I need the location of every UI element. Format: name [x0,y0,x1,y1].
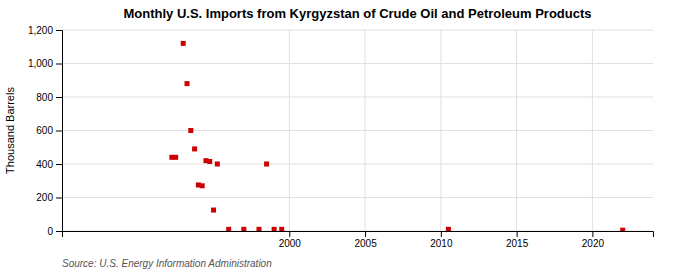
x-tick: 2020 [582,231,605,249]
y-axis: 0 200 400 600 800 1,000 1,200 [28,25,63,237]
point [446,227,451,231]
y-tick-label: 200 [36,192,53,203]
point [181,41,186,46]
point [257,227,262,231]
source-note: Source: U.S. Energy Information Administ… [62,258,272,269]
y-tick: 0 [47,226,62,237]
points [169,41,625,231]
grid-line-y [62,197,653,198]
x-tick: 2000 [279,231,302,249]
x-tick-mark [592,231,593,237]
grid-line-x [289,30,290,231]
grid [62,30,653,231]
point [620,228,625,231]
y-tick-label: 800 [36,92,53,103]
x-tick-label: 2000 [279,238,302,249]
grid-line-x [592,30,593,231]
grid-line-x [440,30,441,231]
y-tick-mark [56,198,62,199]
point [226,227,231,231]
y-tick-label: 0 [47,226,53,237]
x-tick-label: 2020 [582,238,605,249]
y-tick-label: 400 [36,159,53,170]
grid-line-y [62,97,653,98]
grid-line-x [516,30,517,231]
x-tick: 2010 [430,231,453,249]
point [241,227,246,231]
y-tick-label: 1,200 [28,25,53,36]
point [272,227,277,231]
grid-line-x [365,30,366,231]
y-tick-mark [56,30,62,31]
grid-line-y [62,130,653,131]
y-tick-mark [56,131,62,132]
grid-line-y [62,30,653,31]
y-tick-label: 600 [36,125,53,136]
x-tick: 2005 [354,231,377,249]
y-tick-label: 1,000 [28,58,53,69]
point [173,155,178,160]
x-tick-mark [441,231,442,237]
y-tick-mark [56,97,62,98]
y-tick-mark [56,231,62,232]
x-axis: 2000 2005 2010 2015 2020 [63,231,654,249]
grid-line-y [62,164,653,165]
plot-area: 2000 2005 2010 2015 2020 0 200 400 600 800 1,000 1,… [28,25,654,249]
point [185,81,190,86]
point [211,208,216,213]
y-tick: 400 [36,159,62,170]
x-tick-label: 2010 [430,238,453,249]
point [264,162,269,167]
x-tick-mark [289,231,290,237]
y-axis-line [56,31,63,232]
chart-svg: 2000 2005 2010 2015 2020 0 200 400 600 800 1,000 1,… [0,0,675,275]
point [200,183,205,188]
x-tick-label: 2005 [354,238,377,249]
y-tick: 800 [36,92,62,103]
y-tick: 600 [36,125,62,136]
y-tick: 1,000 [28,58,62,69]
y-tick-mark [56,64,62,65]
point [215,162,220,167]
x-tick: 2015 [506,231,529,249]
point [192,146,197,151]
y-tick: 200 [36,192,62,203]
x-axis-line [63,232,654,238]
x-tick-label: 2015 [506,238,529,249]
point [188,128,193,133]
x-tick-mark [365,231,366,237]
point [279,227,284,231]
point [207,159,212,164]
title: Monthly U.S. Imports from Kyrgyzstan of … [123,6,591,21]
grid-line-y [62,63,653,64]
x-tick-mark [517,231,518,237]
y-tick: 1,200 [28,25,62,36]
y-axis-title: Thousand Barrels [4,87,16,174]
y-tick-mark [56,164,62,165]
